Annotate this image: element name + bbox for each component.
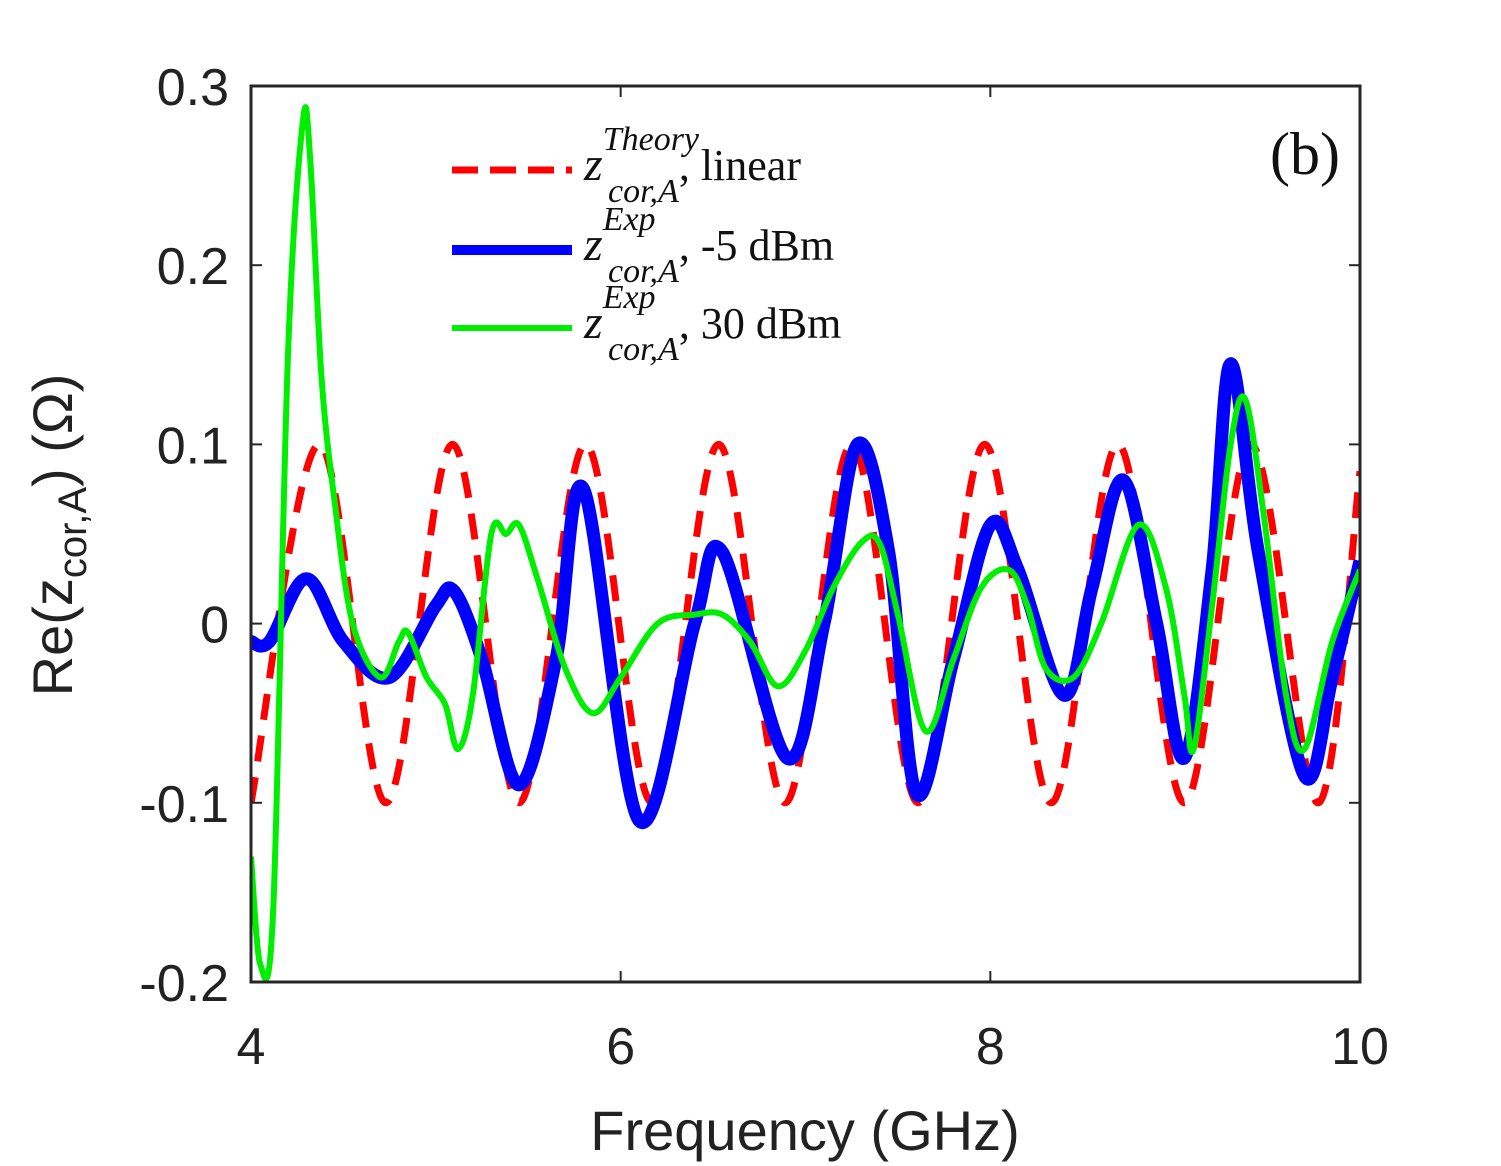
y-tick-label: 0.3: [157, 59, 229, 117]
series-line-3: [251, 104, 1360, 982]
y-axis-label: Re(zcor,A) (Ω): [21, 374, 95, 697]
y-tick-label: -0.1: [139, 776, 229, 834]
legend-suffix: , 30 dBm: [679, 299, 842, 348]
y-tick-label: -0.2: [139, 955, 229, 1013]
x-tick-label: 10: [1331, 1018, 1389, 1076]
legend-suffix: , linear: [679, 141, 802, 190]
y-tick-label: 0: [200, 597, 229, 655]
y-axis-label-unit: ) (Ω): [21, 374, 84, 487]
y-axis-label-sub: cor,A: [51, 487, 95, 578]
legend-sub: cor,A: [608, 173, 679, 210]
plot-lines: [251, 104, 1360, 982]
y-tick-label: 0.1: [157, 417, 229, 475]
legend-sub: cor,A: [608, 253, 679, 290]
legend-var: z: [583, 218, 603, 271]
legend-var: z: [583, 138, 603, 191]
x-tick-label: 8: [976, 1018, 1005, 1076]
panel-label: (b): [1270, 121, 1340, 187]
legend-suffix: , -5 dBm: [679, 221, 834, 270]
legend-sup: Theory: [603, 121, 700, 158]
x-axis-label: Frequency (GHz): [590, 1099, 1019, 1162]
y-axis-label-main: Re(z: [21, 578, 84, 696]
x-tick-label: 6: [606, 1018, 635, 1076]
legend-entry-3: zExp cor,A, 30 dBm: [583, 279, 841, 368]
y-tick-label: 0.2: [157, 238, 229, 296]
plot-frame: [249, 84, 1362, 984]
legend-entry-2: zExp cor,A, -5 dBm: [583, 201, 834, 290]
x-tick-label: 4: [237, 1018, 266, 1076]
tick-labels: 4 6 8 10 -0.2 -0.1 0 0.1 0.2 0.3: [139, 59, 1389, 1076]
legend-sup: Exp: [602, 201, 656, 238]
legend-sup: Exp: [602, 279, 656, 316]
legend-entry-1: zTheory cor,A, linear: [583, 121, 801, 210]
legend-var: z: [583, 296, 603, 349]
series-line-2: [251, 357, 1360, 830]
legend-sub: cor,A: [608, 331, 679, 368]
